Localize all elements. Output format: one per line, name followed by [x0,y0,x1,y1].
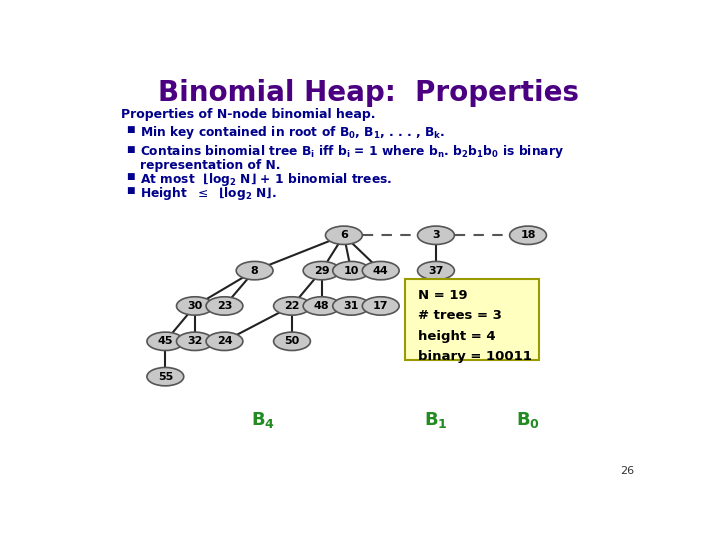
Text: 26: 26 [620,465,634,476]
Text: Contains binomial tree $\bf{B_i}$ iff $\bf{b_i}$ = 1 where $\bf{b_n}$. $\bf{b_2}: Contains binomial tree $\bf{B_i}$ iff $\… [140,144,564,160]
Ellipse shape [274,332,310,350]
Text: 6: 6 [340,230,348,240]
Text: 45: 45 [158,336,173,346]
Ellipse shape [303,261,340,280]
Ellipse shape [176,297,213,315]
Text: 32: 32 [187,336,202,346]
Ellipse shape [418,261,454,280]
FancyBboxPatch shape [405,279,539,360]
Ellipse shape [362,261,399,280]
Ellipse shape [333,297,369,315]
Text: 50: 50 [284,336,300,346]
Text: ■: ■ [126,172,135,181]
Ellipse shape [303,297,340,315]
Text: 3: 3 [432,230,440,240]
Text: 30: 30 [187,301,202,311]
Ellipse shape [236,261,273,280]
Ellipse shape [274,297,310,315]
Text: 10: 10 [343,266,359,275]
Ellipse shape [176,332,213,350]
Ellipse shape [362,297,399,315]
Text: 22: 22 [284,301,300,311]
Text: 29: 29 [314,266,329,275]
Text: 23: 23 [217,301,232,311]
Text: B$_{\mathbf{0}}$: B$_{\mathbf{0}}$ [516,410,540,430]
Text: B$_{\mathbf{4}}$: B$_{\mathbf{4}}$ [251,410,275,430]
Text: Height  $\leq$  $\bf{\lfloor log_2\ N \rfloor}$.: Height $\leq$ $\bf{\lfloor log_2\ N \rfl… [140,185,277,202]
Text: ■: ■ [126,125,135,134]
Ellipse shape [147,332,184,350]
Text: At most  $\bf{\lfloor log_2\ N \rfloor}$ + 1 binomial trees.: At most $\bf{\lfloor log_2\ N \rfloor}$ … [140,171,392,188]
Text: 55: 55 [158,372,173,382]
Text: 44: 44 [373,266,389,275]
Text: 17: 17 [373,301,389,311]
Ellipse shape [418,226,454,245]
Text: 37: 37 [428,266,444,275]
Text: ■: ■ [126,186,135,195]
Text: Properties of N-node binomial heap.: Properties of N-node binomial heap. [121,109,375,122]
Text: 48: 48 [314,301,329,311]
Text: Min key contained in root of $\bf{B_0}$, $\bf{B_1}$, . . . , $\bf{B_k}$.: Min key contained in root of $\bf{B_0}$,… [140,124,446,141]
Ellipse shape [510,226,546,245]
Ellipse shape [206,297,243,315]
Text: representation of N.: representation of N. [140,159,281,172]
Text: 31: 31 [343,301,359,311]
Ellipse shape [206,332,243,350]
Ellipse shape [333,261,369,280]
Text: ■: ■ [126,145,135,154]
Ellipse shape [147,367,184,386]
Ellipse shape [325,226,362,245]
Text: 24: 24 [217,336,233,346]
Text: B$_{\mathbf{1}}$: B$_{\mathbf{1}}$ [424,410,448,430]
Text: N = 19
# trees = 3
height = 4
binary = 10011: N = 19 # trees = 3 height = 4 binary = 1… [418,288,532,363]
Text: 18: 18 [521,230,536,240]
Text: Binomial Heap:  Properties: Binomial Heap: Properties [158,79,580,107]
Text: 8: 8 [251,266,258,275]
